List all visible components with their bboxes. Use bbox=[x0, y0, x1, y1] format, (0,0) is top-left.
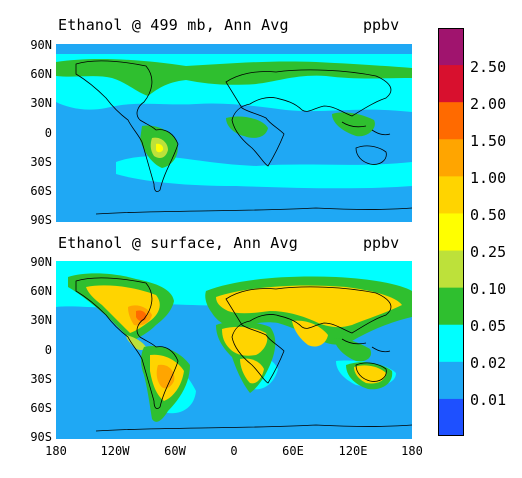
colorbar-frame bbox=[438, 28, 464, 436]
bottom-map-cyan-coastal-south bbox=[144, 350, 396, 414]
bottom-map-central-america bbox=[126, 335, 146, 350]
bottom-panel-title: Ethanol @ surface, Ann Avg bbox=[58, 234, 298, 252]
colorbar-label: 2.00 bbox=[470, 95, 507, 113]
colorbar-label: 0.05 bbox=[470, 317, 507, 335]
bottom-lat-label: 30N bbox=[30, 313, 52, 327]
bottom-lat-label: 90S bbox=[30, 430, 52, 444]
top-lat-label: 60N bbox=[30, 67, 52, 81]
colorbar-swatch bbox=[438, 213, 464, 252]
colorbar-swatch bbox=[438, 324, 464, 363]
top-lat-label: 30S bbox=[30, 155, 52, 169]
bottom-map-australia-yellow bbox=[354, 365, 386, 384]
lon-label: 60E bbox=[282, 444, 304, 458]
bottom-lat-label: 60S bbox=[30, 401, 52, 415]
top-map-africa-plume bbox=[226, 116, 268, 138]
colorbar-label: 0.01 bbox=[470, 391, 507, 409]
colorbar-swatch bbox=[438, 287, 464, 326]
bottom-map-coastlines bbox=[75, 277, 412, 432]
top-map bbox=[56, 44, 412, 222]
colorbar-swatch bbox=[438, 176, 464, 214]
colorbar-label: 0.02 bbox=[470, 354, 507, 372]
bottom-panel-unit: ppbv bbox=[363, 234, 400, 252]
lon-label: 180 bbox=[401, 444, 423, 458]
bottom-map-eurasia-yellow bbox=[216, 285, 402, 328]
colorbar-swatch bbox=[438, 361, 464, 400]
top-panel-unit: ppbv bbox=[363, 16, 400, 34]
bottom-map-south-america-orange bbox=[156, 364, 175, 389]
bottom-lat-label: 30S bbox=[30, 372, 52, 386]
bottom-map-se-asia-green bbox=[334, 338, 372, 362]
lon-label: 60W bbox=[164, 444, 186, 458]
top-lat-label: 60S bbox=[30, 184, 52, 198]
top-map-coastlines bbox=[75, 60, 412, 215]
colorbar-label: 0.25 bbox=[470, 243, 507, 261]
bottom-lat-label: 60N bbox=[30, 284, 52, 298]
lon-label: 0 bbox=[230, 444, 238, 458]
colorbar-swatch bbox=[438, 65, 464, 103]
lon-label: 120W bbox=[100, 444, 130, 458]
colorbar-label: 2.50 bbox=[470, 58, 507, 76]
lon-label: 180 bbox=[45, 444, 67, 458]
top-lat-label: 30N bbox=[30, 96, 52, 110]
top-lat-label: 90S bbox=[30, 213, 52, 227]
top-lat-label: 0 bbox=[44, 126, 52, 140]
bottom-map bbox=[56, 261, 412, 439]
bottom-lat-label: 0 bbox=[44, 343, 52, 357]
top-panel-title: Ethanol @ 499 mb, Ann Avg bbox=[58, 16, 289, 34]
colorbar-swatch bbox=[438, 139, 464, 177]
top-map-south-america-peak bbox=[156, 143, 164, 153]
bottom-map-north-america-peak bbox=[136, 310, 147, 322]
top-map-cyan-band-south bbox=[116, 156, 412, 189]
colorbar-label: 0.10 bbox=[470, 280, 507, 298]
colorbar-swatch bbox=[438, 250, 464, 289]
bottom-map-africa-south bbox=[240, 358, 264, 384]
colorbar-label: 0.50 bbox=[470, 206, 507, 224]
bottom-lat-label: 90N bbox=[30, 255, 52, 269]
top-map-se-asia-plume bbox=[332, 112, 375, 137]
colorbar-label: 1.00 bbox=[470, 169, 507, 187]
colorbar-label: 1.50 bbox=[470, 132, 507, 150]
colorbar-swatch bbox=[438, 28, 464, 66]
colorbar-swatch bbox=[438, 398, 464, 436]
colorbar-swatch bbox=[438, 102, 464, 140]
top-lat-label: 90N bbox=[30, 38, 52, 52]
lon-label: 120E bbox=[338, 444, 368, 458]
bottom-map-south-asia-yellow bbox=[292, 320, 328, 347]
colorbar bbox=[438, 28, 464, 436]
